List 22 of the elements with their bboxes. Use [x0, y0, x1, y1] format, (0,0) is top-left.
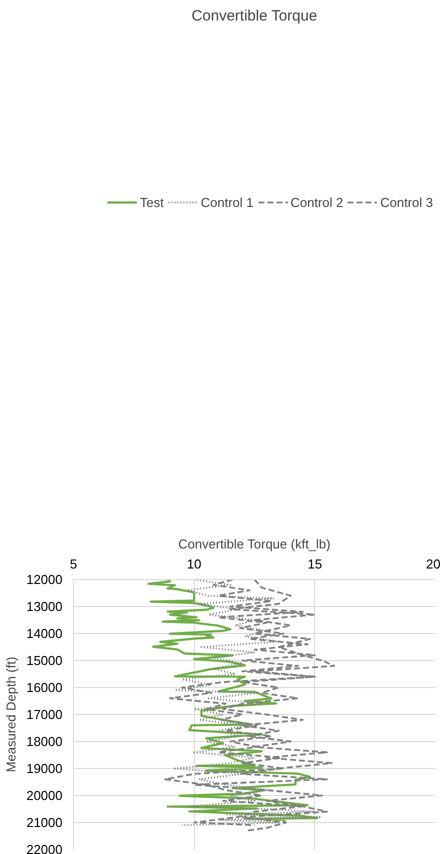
- y-tick-label: 22000: [26, 842, 63, 854]
- legend-label: Test: [140, 194, 164, 210]
- y-axis-title: Measured Depth (ft): [3, 656, 18, 772]
- y-tick-label: 20000: [26, 788, 63, 803]
- x-axis-title: Convertible Torque (kft_lb): [178, 536, 331, 552]
- x-tick-label: 5: [70, 556, 78, 572]
- y-tick-label: 21000: [26, 815, 63, 830]
- x-tick-label: 10: [186, 556, 202, 572]
- y-tick-label: 18000: [26, 734, 63, 749]
- y-tick-label: 16000: [26, 680, 63, 695]
- y-tick-label: 17000: [26, 707, 63, 722]
- y-tick-label: 15000: [26, 653, 63, 668]
- y-tick-label: 12000: [26, 572, 63, 587]
- y-tick-label: 19000: [26, 761, 63, 776]
- chart-title: Convertible Torque: [192, 8, 318, 24]
- legend-label: Control 1: [200, 194, 254, 210]
- x-tick-label: 15: [308, 556, 322, 572]
- y-tick-label: 14000: [26, 626, 63, 641]
- legend-label: Control 3: [380, 194, 433, 210]
- y-tick-label: 13000: [26, 599, 63, 614]
- x-tick-label: 20: [426, 556, 440, 572]
- legend-label: Control 2: [290, 194, 344, 210]
